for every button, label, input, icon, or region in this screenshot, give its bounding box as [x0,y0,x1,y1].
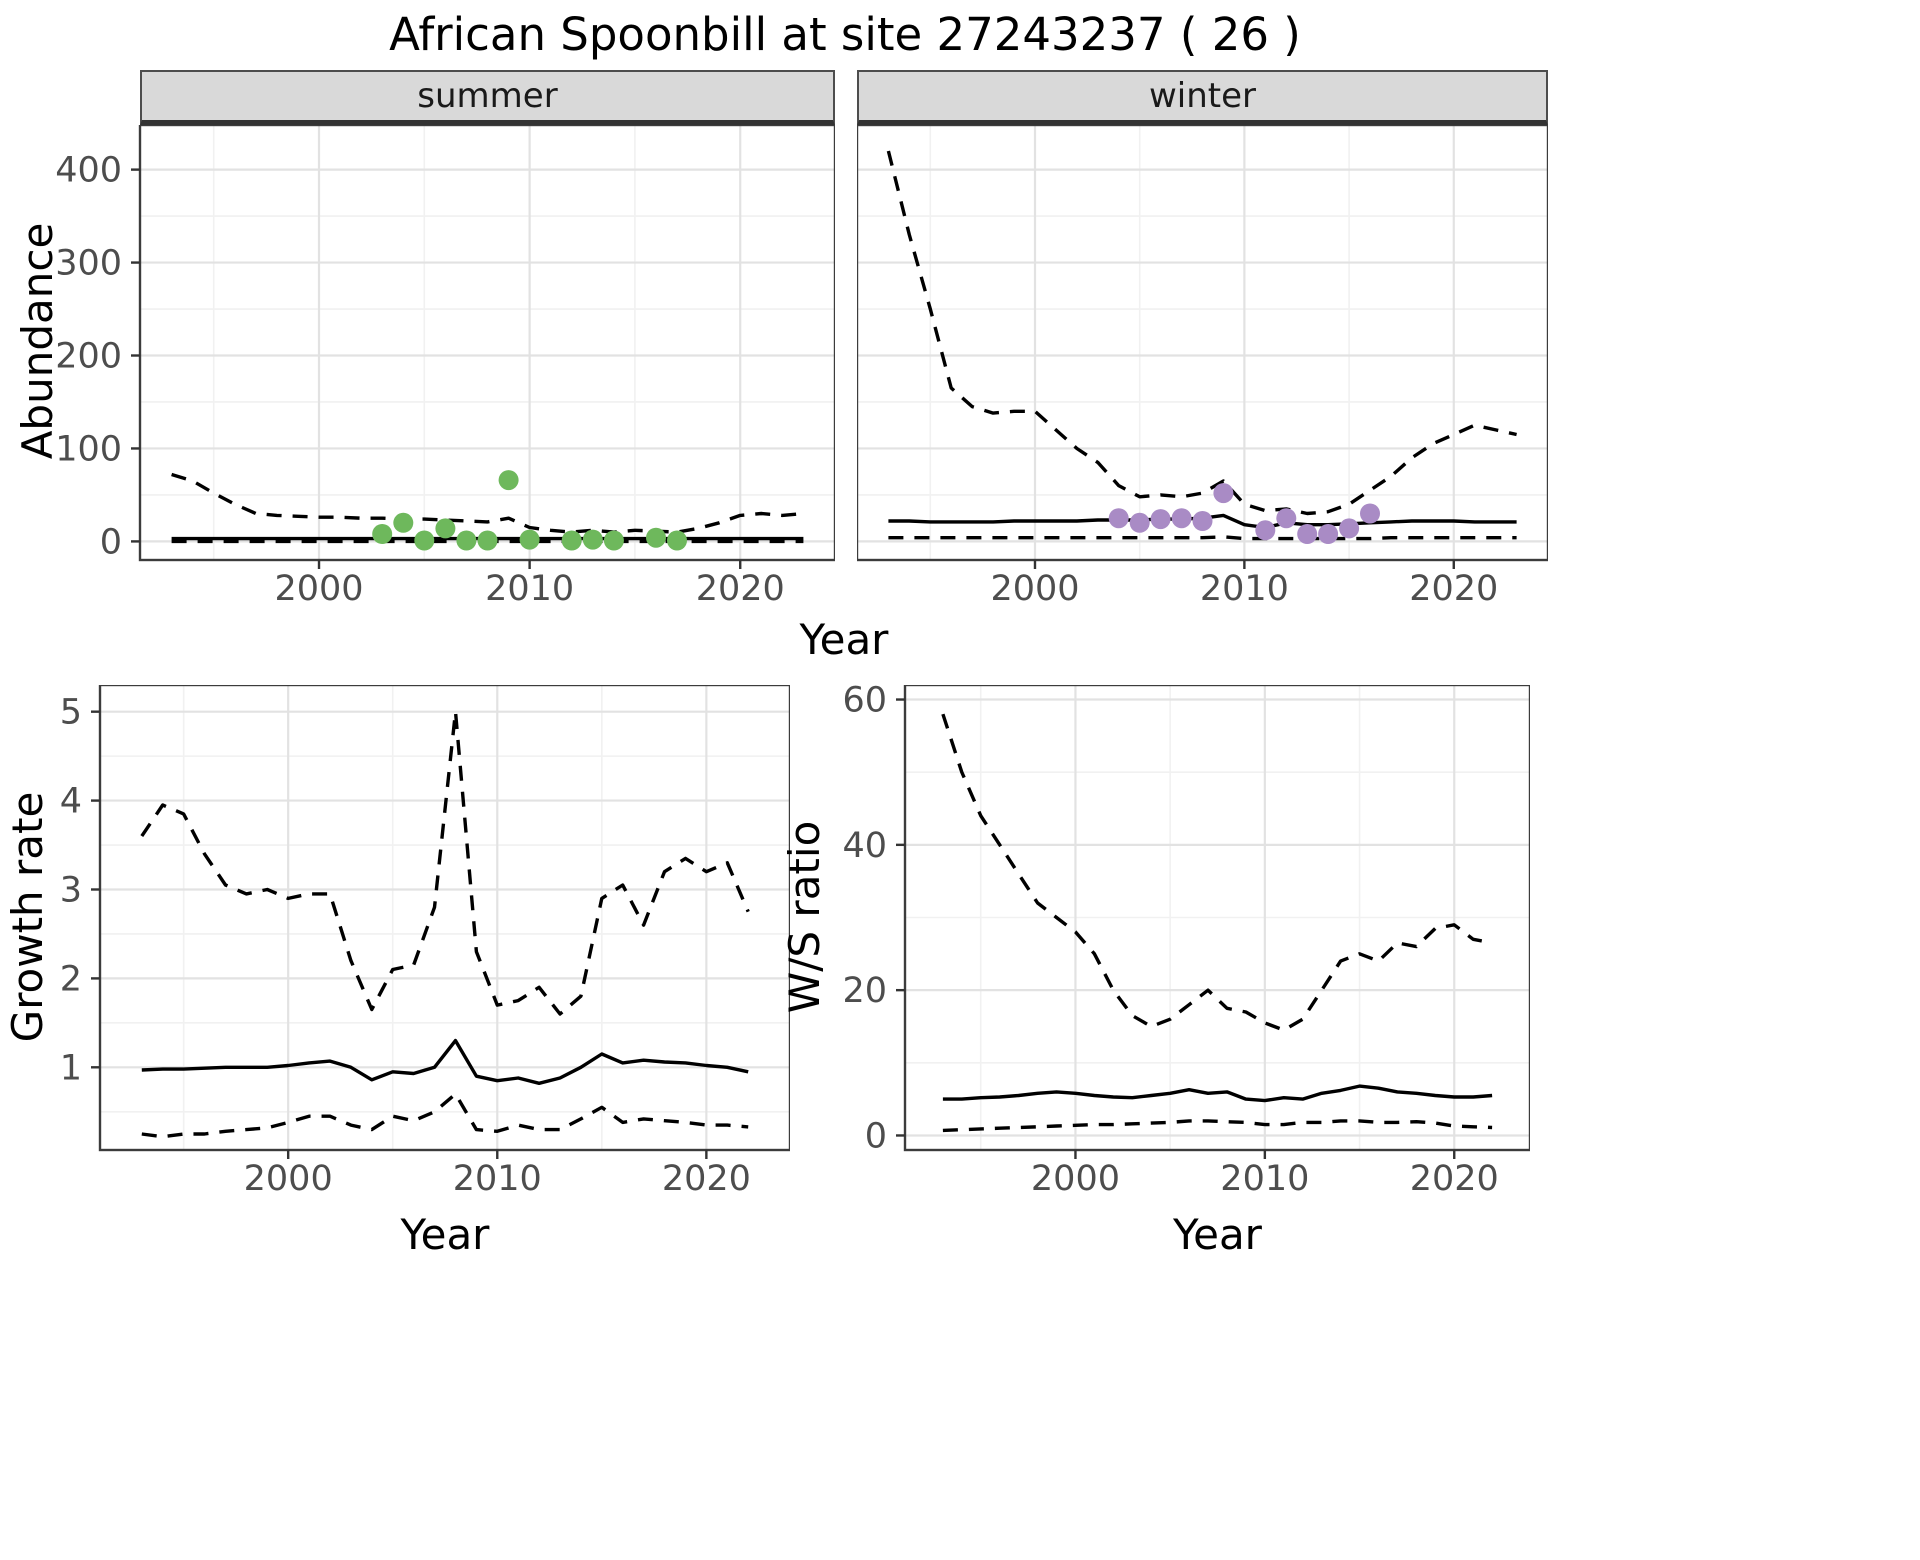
svg-text:2000: 2000 [274,569,363,605]
facet-strip-summer-label: summer [417,76,558,116]
svg-text:2010: 2010 [1200,569,1289,605]
svg-text:2000: 2000 [1031,1159,1120,1197]
svg-text:0: 0 [865,1116,887,1156]
growth-year-axis-label: Year [400,1210,490,1259]
svg-text:2000: 2000 [244,1159,333,1197]
svg-text:20: 20 [842,971,887,1011]
svg-text:2010: 2010 [1220,1159,1309,1197]
svg-text:4: 4 [60,782,82,822]
svg-text:3: 3 [60,870,82,910]
svg-text:2010: 2010 [453,1159,542,1197]
growth-rate-chart: 2000 2010 2020 1 2 3 4 5 [60,685,790,1197]
svg-text:2020: 2020 [1409,569,1498,605]
svg-text:100: 100 [55,429,122,469]
svg-text:5: 5 [60,693,82,733]
ws-ratio-chart: 2000 2010 2020 0 20 40 60 [842,685,1530,1197]
abundance-winter-chart: 2000 2010 2020 [857,125,1548,605]
svg-text:200: 200 [55,337,122,377]
facet-strip-winter-label: winter [1148,76,1257,116]
svg-text:2: 2 [60,959,82,999]
figure-title: African Spoonbill at site 27243237 ( 26 … [389,8,1301,61]
svg-text:40: 40 [842,826,887,866]
svg-text:0: 0 [100,522,122,562]
svg-text:400: 400 [55,151,122,191]
facet-strip-winter: winter [857,70,1548,125]
svg-text:2010: 2010 [485,569,574,605]
facet-strip-summer: summer [140,70,835,125]
svg-text:1: 1 [60,1048,82,1088]
ratio-year-axis-label: Year [1173,1210,1262,1259]
svg-text:2020: 2020 [1410,1159,1499,1197]
svg-text:60: 60 [842,685,887,721]
top-year-axis-label: Year [799,615,889,664]
svg-text:2020: 2020 [662,1159,751,1197]
svg-text:2020: 2020 [696,569,785,605]
svg-text:300: 300 [55,244,122,284]
svg-text:2000: 2000 [990,569,1079,605]
abundance-summer-chart: 2000 2010 2020 0 100 200 300 400 [55,125,835,605]
